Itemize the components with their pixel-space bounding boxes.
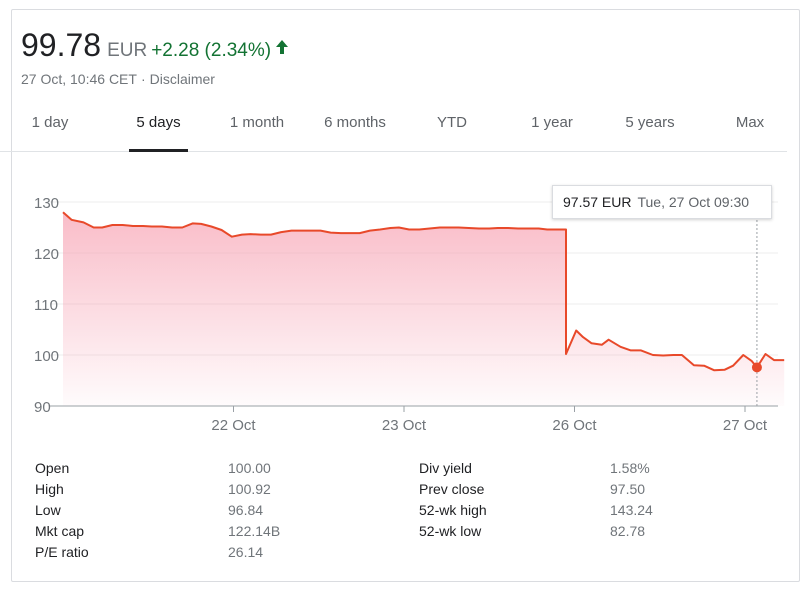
tab-1-month[interactable]: 1 month bbox=[229, 114, 285, 131]
x-tick-label: 22 Oct bbox=[211, 417, 256, 434]
stat-value-low: 96.84 bbox=[228, 502, 264, 518]
tab-1-day[interactable]: 1 day bbox=[31, 114, 69, 131]
quote-subline: 27 Oct, 10:46 CET · Disclaimer bbox=[21, 71, 215, 87]
tab-ytd[interactable]: YTD bbox=[437, 114, 467, 131]
price-chart[interactable]: 130 120 110 100 90 22 Oct 23 Oct 26 Oct 27 Oct bbox=[0, 0, 811, 450]
stat-label-prev-close: Prev close bbox=[419, 481, 485, 497]
y-tick-label: 110 bbox=[34, 297, 58, 314]
tooltip-value: 97.57 EUR bbox=[563, 194, 632, 210]
stat-label-high: High bbox=[35, 481, 64, 497]
y-tick-label: 100 bbox=[34, 348, 59, 365]
price-line bbox=[62, 211, 785, 372]
price-currency: EUR bbox=[107, 40, 148, 61]
tab-6-months[interactable]: 6 months bbox=[324, 114, 386, 131]
arrow-up-icon bbox=[275, 39, 289, 60]
stat-label-open: Open bbox=[35, 460, 70, 476]
x-tick-label: 26 Oct bbox=[552, 417, 597, 434]
tab-5-years[interactable]: 5 years bbox=[625, 114, 675, 131]
stat-label-pe-ratio: P/E ratio bbox=[35, 544, 89, 560]
stat-value-52-wk-high: 143.24 bbox=[610, 502, 653, 518]
tab-max[interactable]: Max bbox=[735, 114, 765, 131]
stat-label-div-yield: Div yield bbox=[419, 460, 472, 476]
hover-point bbox=[751, 362, 762, 373]
tooltip-date: Tue, 27 Oct 09:30 bbox=[637, 194, 750, 210]
stat-value-pe-ratio: 26.14 bbox=[228, 544, 264, 560]
tab-5-days[interactable]: 5 days bbox=[129, 101, 188, 152]
stat-label-52-wk-high: 52-wk high bbox=[419, 502, 487, 518]
y-tick-label: 130 bbox=[34, 195, 59, 212]
x-tick-label: 27 Oct bbox=[723, 417, 768, 434]
chart-tooltip: 97.57 EUR Tue, 27 Oct 09:30 bbox=[552, 185, 772, 219]
stat-label-52-wk-low: 52-wk low bbox=[419, 523, 482, 539]
price-area-fill bbox=[63, 212, 785, 406]
x-tick-label: 23 Oct bbox=[382, 417, 427, 434]
current-price: 99.78 bbox=[21, 27, 102, 63]
stat-value-high: 100.92 bbox=[228, 481, 271, 497]
stat-value-prev-close: 97.50 bbox=[610, 481, 646, 497]
stat-value-div-yield: 1.58% bbox=[610, 460, 650, 476]
stat-value-open: 100.00 bbox=[228, 460, 271, 476]
stock-quote-card bbox=[11, 9, 800, 582]
stat-value-52-wk-low: 82.78 bbox=[610, 523, 646, 539]
disclaimer-link[interactable]: Disclaimer bbox=[149, 71, 215, 87]
quote-timestamp: 27 Oct, 10:46 CET bbox=[21, 71, 137, 87]
separator-dot: · bbox=[140, 71, 146, 87]
price-change: +2.28 (2.34%) bbox=[151, 40, 272, 61]
y-tick-label: 90 bbox=[34, 399, 51, 416]
range-tabs: 1 day 5 days 1 month 6 months YTD 1 year… bbox=[0, 101, 787, 152]
stat-label-low: Low bbox=[35, 502, 61, 518]
price-header: 99.78 EUR +2.28 (2.34%) bbox=[21, 27, 289, 64]
tab-1-year[interactable]: 1 year bbox=[531, 114, 573, 131]
y-tick-label: 120 bbox=[34, 246, 59, 263]
stat-label-mkt-cap: Mkt cap bbox=[35, 523, 85, 539]
stat-value-mkt-cap: 122.14B bbox=[228, 523, 281, 539]
